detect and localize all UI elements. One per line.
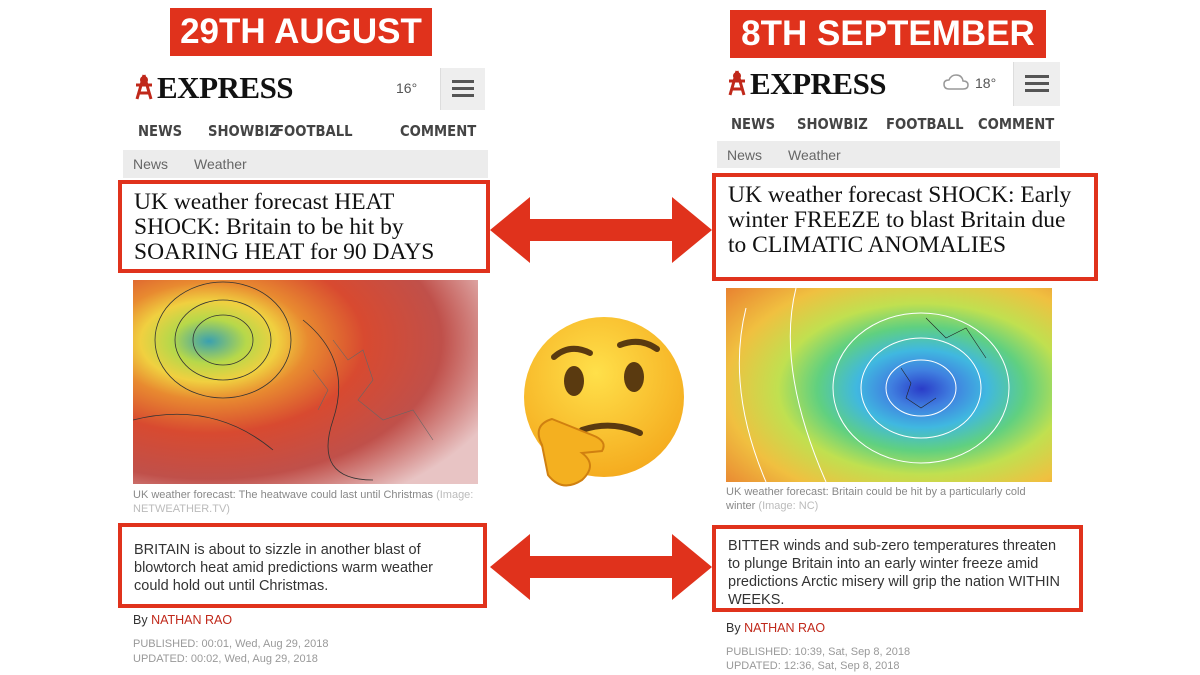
updated: UPDATED: 00:02, Wed, Aug 29, 2018 [133, 653, 318, 665]
headline: UK weather forecast HEAT SHOCK: Britain … [118, 180, 490, 273]
date-label: 8TH SEPTEMBER [730, 10, 1046, 58]
byline: By NATHAN RAO [726, 621, 825, 635]
nav-item[interactable]: NEWS [138, 122, 183, 140]
image-credit: (Image: NC) [758, 500, 819, 512]
breadcrumb: News Weather [123, 150, 488, 178]
crumb[interactable]: News [727, 146, 763, 163]
temperature: 16° [396, 80, 418, 96]
image-credit: (Image: NETWEATHER.TV) [133, 489, 474, 515]
headline: UK weather forecast SHOCK: Early winter … [712, 173, 1098, 281]
logo-icon [728, 70, 746, 96]
crumb[interactable]: Weather [788, 146, 841, 163]
caption: UK weather forecast: Britain could be hi… [726, 485, 1046, 513]
thinking-emoji [524, 317, 684, 487]
nav-item[interactable]: SHOWBIZ [208, 122, 279, 140]
byline: By NATHAN RAO [133, 613, 232, 627]
caption-text: UK weather forecast: Britain could be hi… [726, 486, 1026, 512]
temperature: 18° [975, 75, 997, 91]
published: PUBLISHED: 00:01, Wed, Aug 29, 2018 [133, 638, 329, 650]
cloud-icon [943, 74, 969, 90]
date-label: 29TH AUGUST [170, 8, 432, 56]
logo-text: EXPRESS [750, 66, 887, 101]
byline-prefix: By [726, 621, 741, 635]
caption-text: UK weather forecast: The heatwave could … [133, 489, 433, 501]
nav-item[interactable]: COMMENT [978, 115, 1055, 133]
nav-item[interactable]: FOOTBALL [886, 115, 964, 133]
nav-item[interactable]: COMMENT [400, 122, 477, 140]
nav-item[interactable]: NEWS [731, 115, 776, 133]
menu-button[interactable] [440, 68, 485, 110]
updated: UPDATED: 12:36, Sat, Sep 8, 2018 [726, 660, 900, 672]
logo-text: EXPRESS [157, 70, 294, 105]
standfirst: BITTER winds and sub-zero temperatures t… [712, 525, 1083, 612]
weather-map [133, 280, 478, 484]
caption: UK weather forecast: The heatwave could … [133, 488, 478, 516]
author[interactable]: NATHAN RAO [744, 621, 826, 635]
crumb[interactable]: News [133, 156, 169, 172]
weather-map [726, 288, 1052, 482]
arrows [490, 197, 712, 600]
logo: EXPRESS [133, 70, 294, 106]
crumb[interactable]: Weather [194, 156, 247, 172]
menu-button[interactable] [1013, 62, 1060, 106]
logo: EXPRESS [726, 66, 887, 102]
logo-icon [135, 74, 153, 100]
standfirst: BRITAIN is about to sizzle in another bl… [118, 523, 487, 608]
nav-item[interactable]: FOOTBALL [275, 122, 353, 140]
published: PUBLISHED: 10:39, Sat, Sep 8, 2018 [726, 646, 911, 658]
nav-item[interactable]: SHOWBIZ [797, 115, 868, 133]
breadcrumb: News Weather [717, 141, 1060, 168]
author[interactable]: NATHAN RAO [151, 613, 233, 627]
byline-prefix: By [133, 613, 148, 627]
